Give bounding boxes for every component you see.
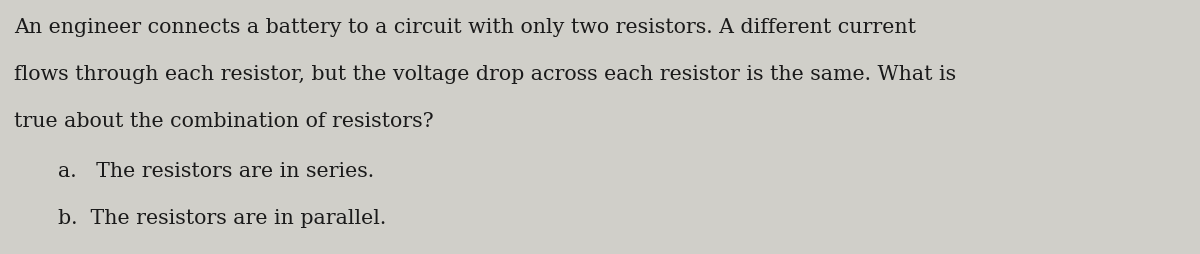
Text: b.  The resistors are in parallel.: b. The resistors are in parallel. <box>58 208 386 227</box>
Text: true about the combination of resistors?: true about the combination of resistors? <box>14 112 434 131</box>
Text: An engineer connects a battery to a circuit with only two resistors. A different: An engineer connects a battery to a circ… <box>14 18 917 37</box>
Text: a.   The resistors are in series.: a. The resistors are in series. <box>58 161 373 180</box>
Text: flows through each resistor, but the voltage drop across each resistor is the sa: flows through each resistor, but the vol… <box>14 65 956 84</box>
